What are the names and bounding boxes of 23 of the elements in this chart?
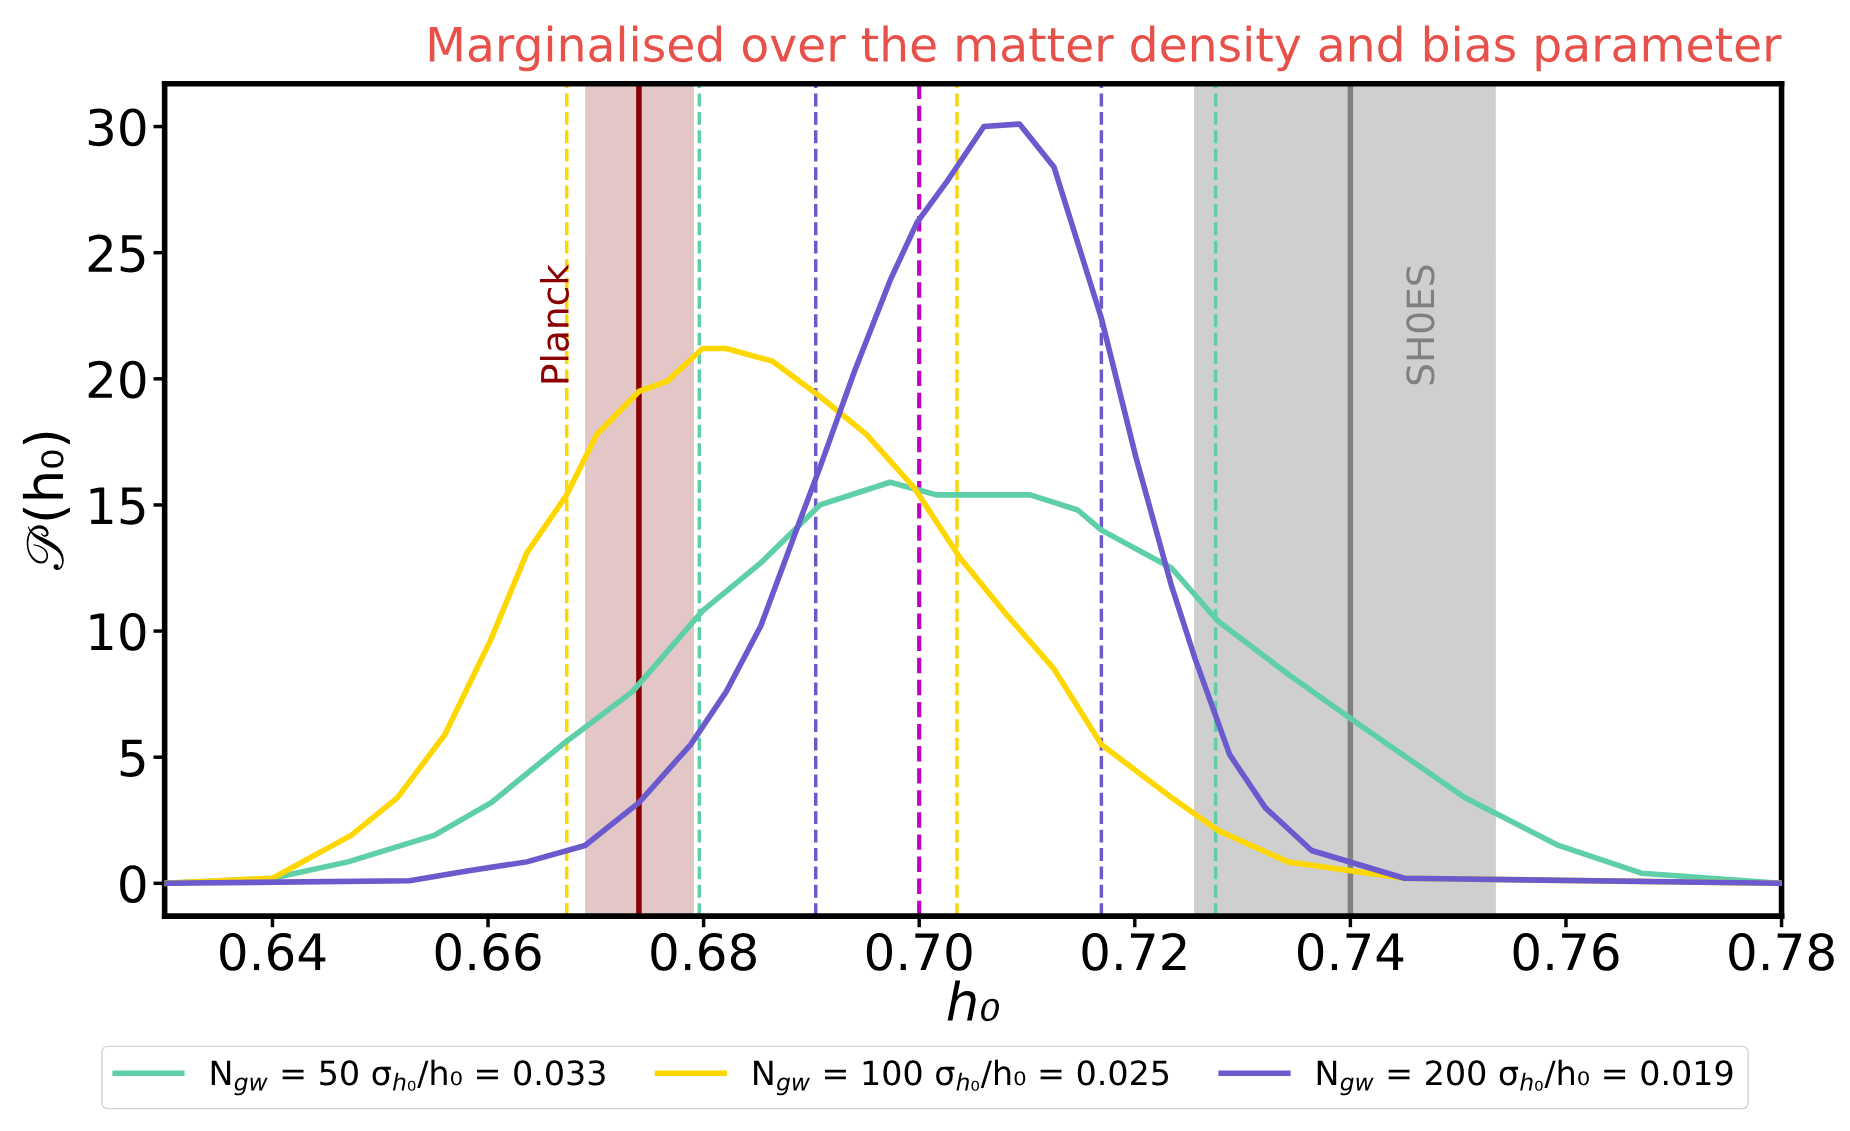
y-tick-label: 5	[120, 739, 145, 777]
x-tick-label: 0.74	[1298, 932, 1404, 971]
ref-line-label: Planck	[539, 264, 569, 383]
x-tick-label: 0.78	[1729, 932, 1834, 971]
ref-line-label: SH0ES	[1406, 265, 1435, 385]
x-tick-label: 0.72	[1082, 932, 1186, 971]
y-tick-label: 15	[90, 487, 145, 525]
x-tick-label: 0.68	[651, 932, 756, 971]
y-tick-label: 10	[90, 612, 146, 651]
y-tick-label: 30	[88, 108, 146, 147]
y-axis-title: 𝒫(h₀)	[22, 432, 70, 570]
y-tick-label: 25	[88, 234, 145, 273]
legend-label: N$_{gw}$ = 200 σ$_{h₀}$/h₀ = 0.019	[1317, 1059, 1733, 1096]
x-axis-title: h₀	[947, 980, 999, 1022]
x-tick-label: 0.64	[220, 932, 326, 971]
legend-label: N$_{gw}$ = 50 σ$_{h₀}$/h₀ = 0.033	[211, 1059, 605, 1096]
y-tick-label: 0	[120, 865, 146, 904]
chart-title: Marginalised over the matter density and bias parameter	[429, 25, 1782, 72]
y-tick-label: 20	[88, 360, 146, 399]
legend-label: N$_{gw}$ = 100 σ$_{h₀}$/h₀ = 0.025	[754, 1059, 1169, 1096]
x-tick-label: 0.66	[435, 932, 541, 971]
x-tick-label: 0.70	[866, 932, 972, 971]
x-tick-label: 0.76	[1513, 932, 1619, 971]
